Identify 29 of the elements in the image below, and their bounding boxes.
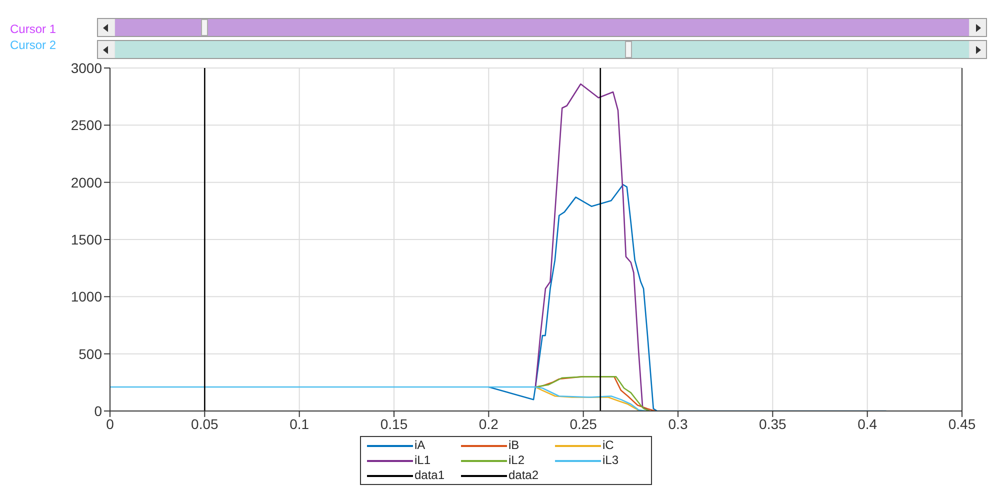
x-tick-label: 0.3 [668,416,688,432]
y-tick-label: 2000 [70,174,102,190]
x-tick-label: 0 [106,416,114,432]
x-tick-label: 0.15 [380,416,408,432]
line-series [110,386,646,411]
legend-label: iL3 [602,453,620,468]
legend-label: iL2 [508,453,526,468]
x-tick-label: 0.25 [570,416,598,432]
y-tick-label: 1000 [70,288,102,305]
legend-label: iB [508,438,520,453]
text: Cursor 1 [10,22,56,36]
x-tick-label: 0.1 [290,416,310,432]
x-tick-label: 0.35 [759,416,787,432]
line-series [534,83,650,411]
y-tick-label: 2500 [70,117,102,134]
legend-label: iC [602,438,615,453]
legend-label: data1 [414,468,446,483]
x-tick-label: 0.4 [858,416,878,432]
legend-label: iA [414,438,426,453]
x-tick-label: 0.45 [948,416,976,432]
x-tick-label: 0.05 [191,416,219,432]
y-tick-label: 500 [78,346,102,362]
legend-label: iL1 [414,453,432,468]
x-tick-label: 0.2 [478,416,499,432]
y-tick-label: 1500 [70,231,102,248]
y-tick-label: 0 [94,402,102,419]
text: Cursor 2 [10,38,56,52]
legend-label: data2 [508,468,540,483]
y-tick-label: 3000 [70,60,102,76]
